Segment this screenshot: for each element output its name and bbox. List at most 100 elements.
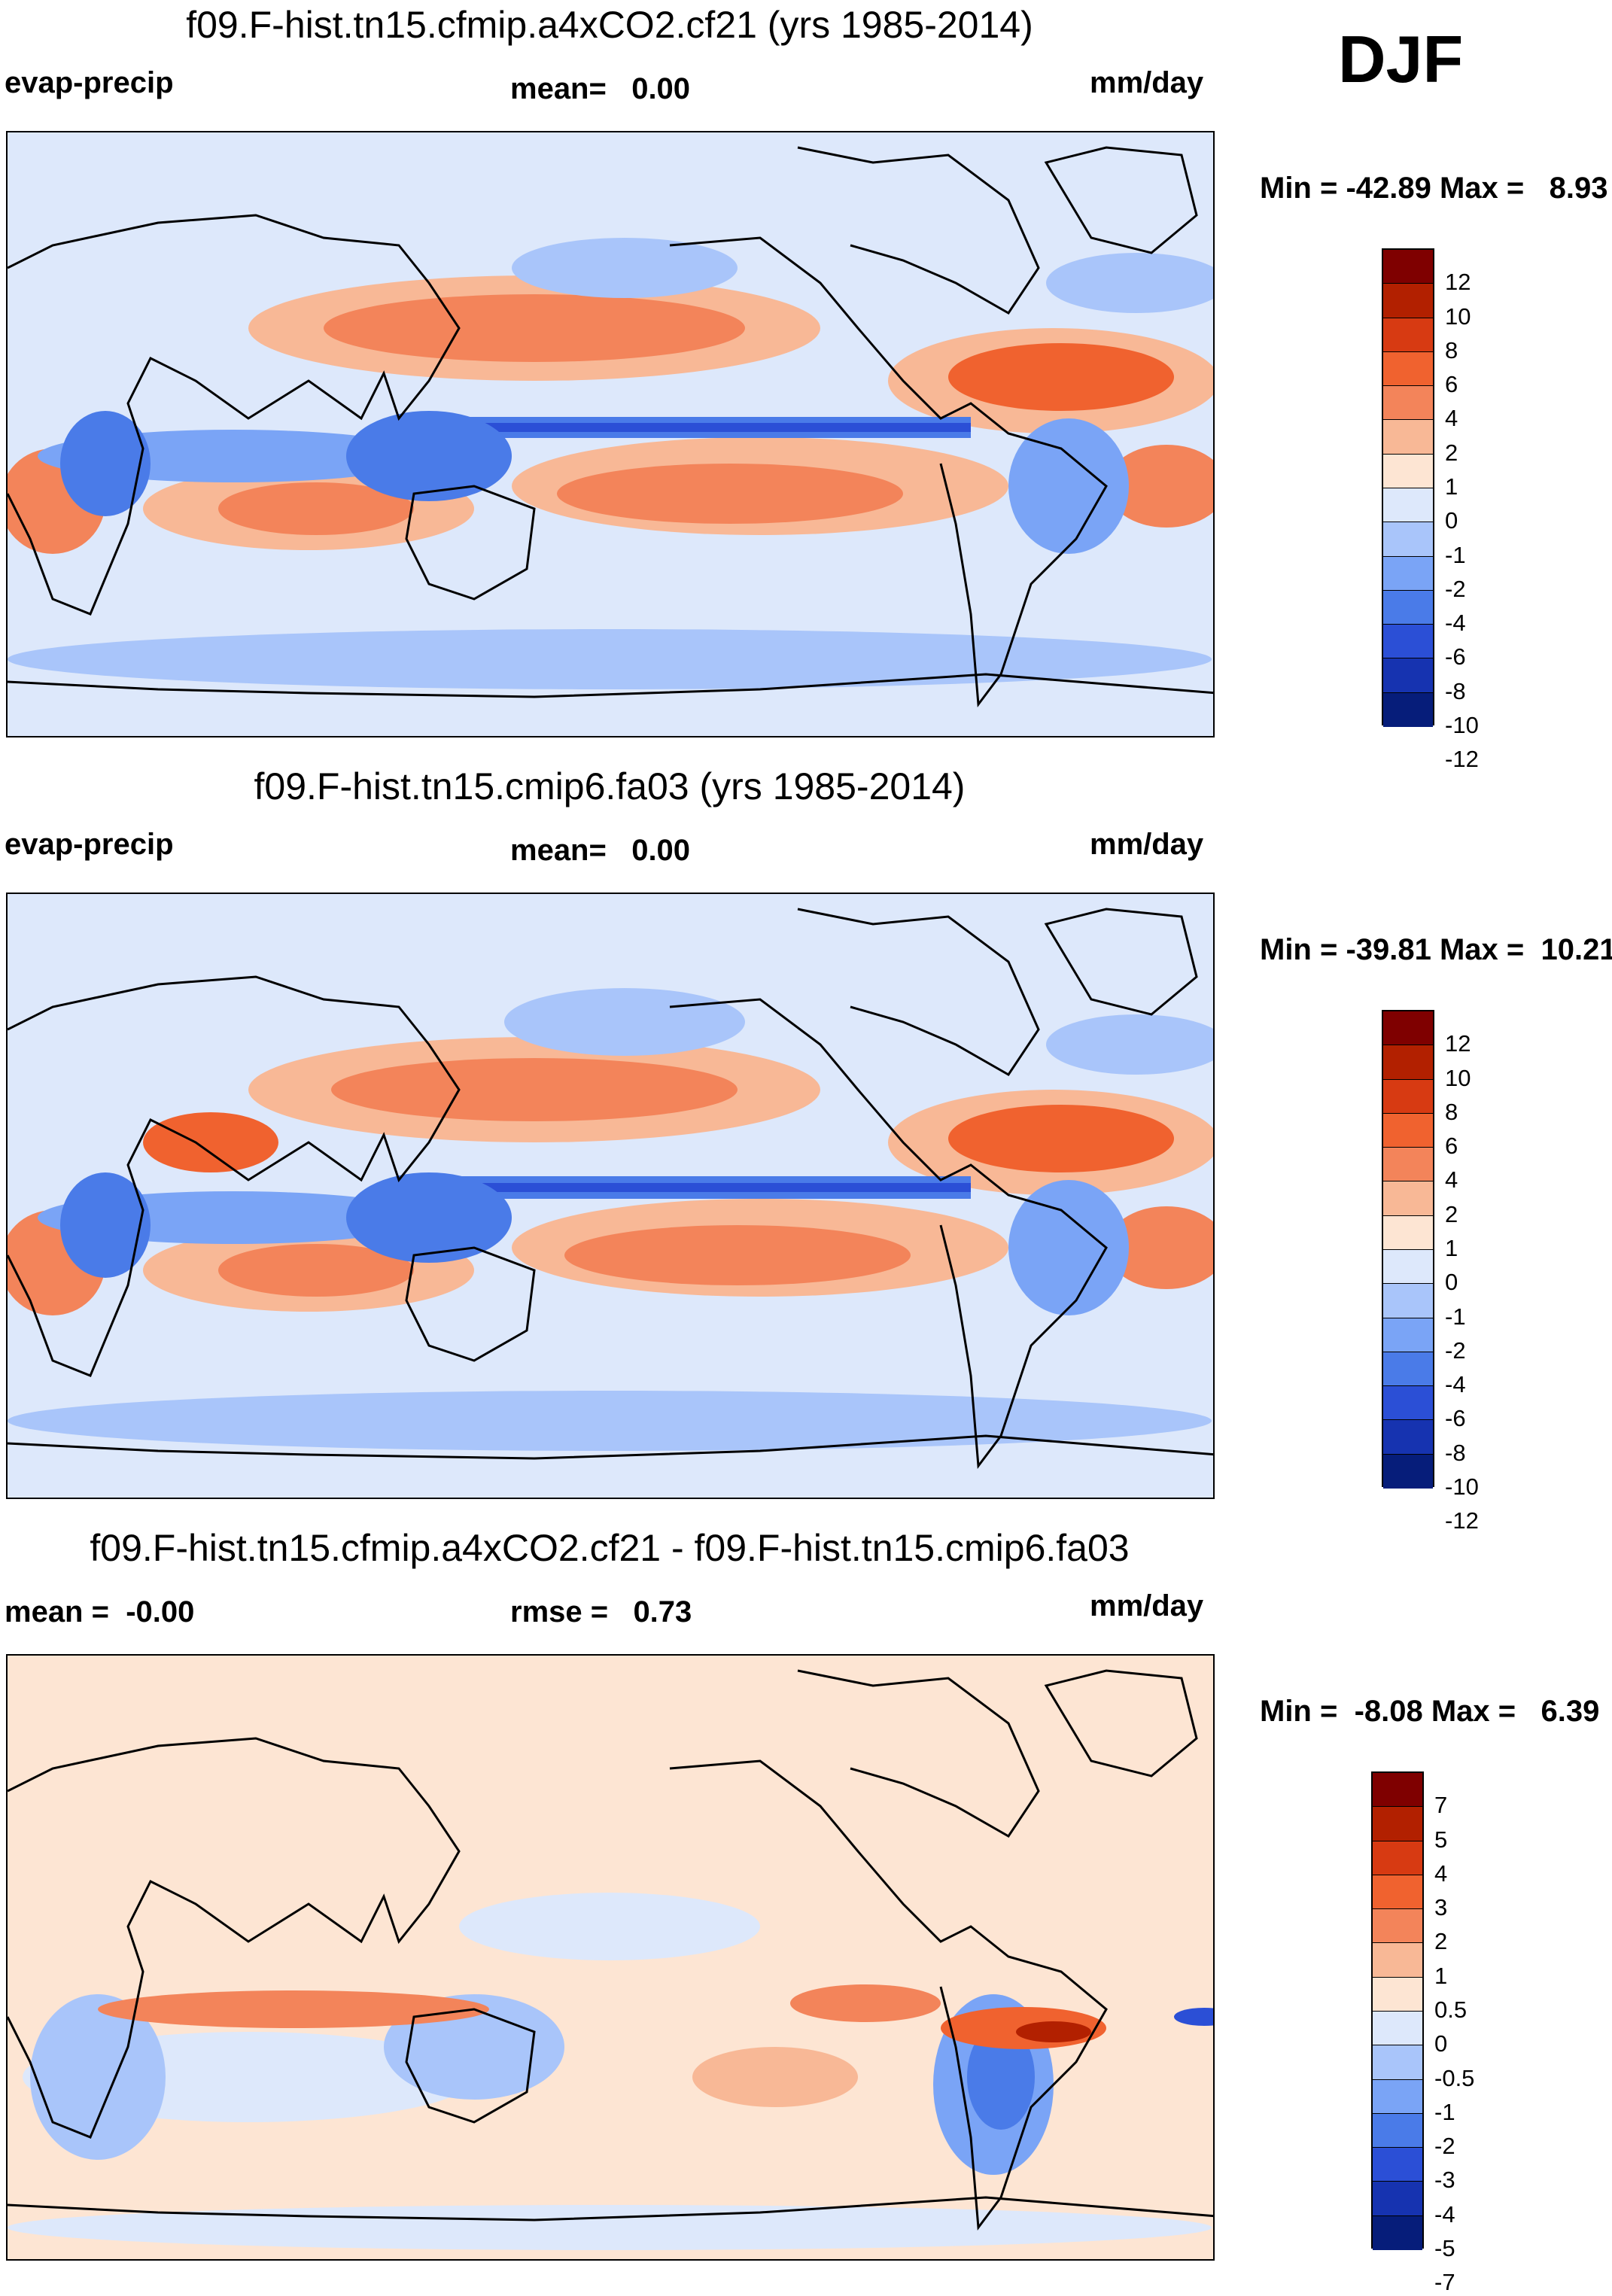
colorbar-tick-label: 3 — [1434, 1894, 1448, 1921]
antarctica-coast — [8, 1434, 1213, 1460]
colorbar-tick-label: -1 — [1445, 1303, 1466, 1330]
colorbar-swatch — [1383, 1420, 1433, 1455]
colorbar-tick-label: 8 — [1445, 336, 1458, 363]
colorbar-tick-label: -1 — [1445, 541, 1466, 568]
panel-1-map-svg — [8, 132, 1213, 736]
colorbar-swatch — [1383, 454, 1433, 488]
panel-3-colorbar — [1371, 1771, 1424, 2250]
coastlines — [8, 1669, 1213, 2231]
panel-2-map — [6, 893, 1215, 1499]
colorbar-swatch — [1383, 420, 1433, 455]
greenland-coast — [1044, 1669, 1198, 1777]
colorbar-tick-label: 2 — [1445, 439, 1458, 466]
australia-coast — [405, 2008, 536, 2124]
colorbar-tick-label: -2 — [1445, 1337, 1466, 1364]
coastlines — [8, 146, 1213, 708]
colorbar-swatch — [1383, 1249, 1433, 1285]
australia-coast — [405, 1246, 536, 1362]
africa-negative — [30, 1994, 166, 2160]
colorbar-tick-label: 1 — [1445, 1235, 1458, 1261]
eurasia-africa-coast — [8, 975, 461, 1377]
colorbar-swatch — [1383, 1454, 1433, 1489]
colorbar-swatch — [1383, 351, 1433, 387]
colorbar-swatch — [1373, 1773, 1422, 1808]
colorbar-swatch — [1373, 2079, 1422, 2114]
panel-1-title: f09.F-hist.tn15.cfmip.a4xCO2.cf21 (yrs 1… — [186, 4, 1033, 46]
colorbar-swatch — [1373, 1841, 1422, 1875]
sp-subtropical-core — [557, 464, 903, 524]
np-subtropical-core — [331, 1058, 738, 1121]
colorbar-tick-label: 4 — [1434, 1860, 1448, 1887]
season-label: DJF — [1338, 22, 1464, 96]
na-storm-track — [1046, 253, 1213, 313]
colorbar-tick-label: -10 — [1445, 1473, 1479, 1500]
colorbar-tick-label: -4 — [1445, 1371, 1466, 1398]
colorbar-swatch — [1383, 1386, 1433, 1421]
panel-1-minmax: Min = -42.89 Max = 8.93 — [1260, 172, 1608, 205]
colorbar-tick-label: 1 — [1445, 473, 1458, 500]
amazon-wet — [1008, 418, 1129, 554]
panel-3-units-label: mm/day — [1090, 1589, 1204, 1622]
panel-2-colorbar — [1382, 1010, 1434, 1489]
atl-negative-streak — [1174, 2008, 1213, 2026]
np-storm-track — [512, 238, 738, 298]
greenland-coast — [1044, 908, 1198, 1016]
colorbar-swatch — [1373, 2011, 1422, 2046]
australia-coast — [405, 485, 536, 601]
colorbar-swatch — [1383, 658, 1433, 693]
colorbar-tick-label: 0 — [1445, 1269, 1458, 1296]
colorbar-tick-label: -12 — [1445, 1507, 1479, 1534]
colorbar-tick-label: 12 — [1445, 269, 1471, 296]
colorbar-tick-label: 7 — [1434, 1792, 1448, 1819]
colorbar-swatch — [1383, 1079, 1433, 1114]
itcz-core — [459, 1183, 971, 1192]
colorbar-tick-label: 12 — [1445, 1030, 1471, 1057]
colorbar-tick-label: -5 — [1434, 2235, 1455, 2261]
north-america-coast — [797, 146, 1040, 315]
colorbar-tick-label: 4 — [1445, 1166, 1458, 1194]
na-subtropical-core — [948, 343, 1174, 411]
sp-positive-patch — [692, 2047, 858, 2107]
colorbar-swatch — [1373, 1977, 1422, 2012]
colorbar-tick-label: -7 — [1434, 2269, 1455, 2296]
panel-1-map — [6, 131, 1215, 737]
amazon-wet — [1008, 1180, 1129, 1315]
colorbar-tick-label: 1 — [1434, 1962, 1448, 1989]
itcz-core — [474, 423, 971, 432]
panel-1-units-label: mm/day — [1090, 66, 1204, 99]
np-subtropical-core — [324, 294, 745, 362]
colorbar-swatch — [1383, 386, 1433, 421]
panel-1-colorbar — [1382, 248, 1434, 727]
panel-3-map — [6, 1654, 1215, 2261]
colorbar-swatch — [1383, 284, 1433, 318]
sp-subtropical-core — [564, 1225, 911, 1285]
panel-3-rmse-label: rmse = 0.73 — [510, 1595, 692, 1628]
colorbar-tick-label: -1 — [1434, 2098, 1455, 2125]
panel-3-minmax: Min = -8.08 Max = 6.39 — [1260, 1695, 1600, 1728]
colorbar-swatch — [1383, 318, 1433, 352]
colorbar-swatch — [1373, 1909, 1422, 1944]
panel-2-variable-label: evap-precip — [5, 828, 174, 861]
colorbar-swatch — [1383, 488, 1433, 523]
colorbar-tick-label: 0.5 — [1434, 1996, 1468, 2023]
colorbar-tick-label: 2 — [1445, 1200, 1458, 1227]
colorbar-swatch — [1383, 1113, 1433, 1148]
north-america-coast — [797, 1669, 1040, 1838]
colorbar-swatch — [1383, 1215, 1433, 1250]
colorbar-swatch — [1373, 2182, 1422, 2216]
colorbar-swatch — [1383, 1148, 1433, 1182]
panel-3-title: f09.F-hist.tn15.cfmip.a4xCO2.cf21 - f09.… — [90, 1527, 1130, 1569]
colorbar-tick-label: -4 — [1434, 2200, 1455, 2228]
colorbar-tick-label: 4 — [1445, 405, 1458, 432]
colorbar-tick-label: -2 — [1434, 2133, 1455, 2160]
colorbar-tick-label: -10 — [1445, 712, 1479, 738]
panel-2-map-svg — [8, 894, 1213, 1498]
na-storm-track — [1046, 1014, 1213, 1075]
colorbar-swatch — [1383, 1181, 1433, 1216]
greenland-coast — [1044, 146, 1198, 254]
colorbar-tick-label: -6 — [1445, 643, 1466, 671]
io-positive-band — [98, 1990, 489, 2028]
colorbar-tick-label: -8 — [1445, 1439, 1466, 1466]
panel-2-mean-label: mean= 0.00 — [510, 834, 691, 867]
brazil-negative-core — [967, 2024, 1035, 2130]
